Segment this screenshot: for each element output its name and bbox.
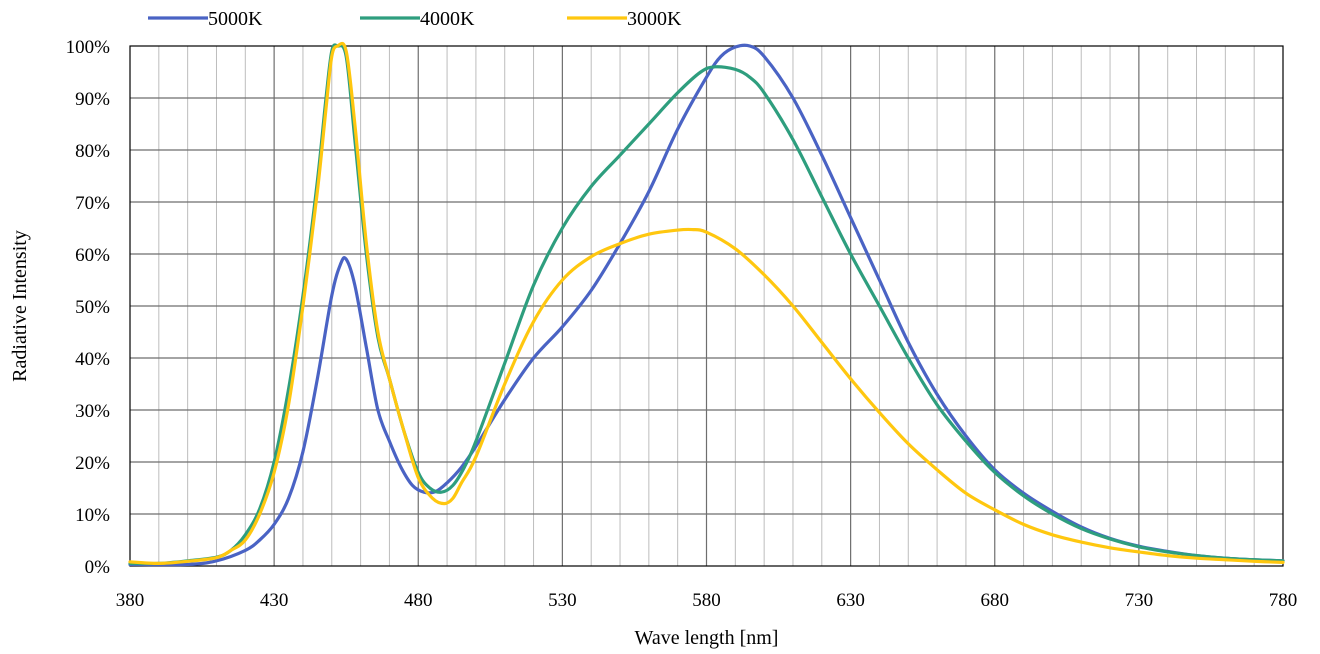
y-tick-label: 90%: [75, 89, 110, 110]
x-tick-label: 580: [692, 590, 721, 611]
y-tick-label: 80%: [75, 141, 110, 162]
x-tick-label: 480: [404, 590, 433, 611]
series-line-5000K: [128, 43, 1285, 567]
y-tick-label: 100%: [66, 37, 111, 58]
legend-label-4000K: 4000K: [420, 8, 475, 30]
x-tick-label: 680: [981, 590, 1010, 611]
legend: 5000K 4000K 3000K: [148, 8, 682, 30]
x-tick-label: 430: [260, 590, 289, 611]
y-axis-title: Radiative Intensity: [9, 230, 31, 382]
y-tick-label: 0%: [85, 557, 111, 578]
y-tick-label: 10%: [75, 505, 110, 526]
y-tick-labels: 0% 10% 20% 30% 40% 50% 60% 70% 80% 90% 100%: [66, 37, 111, 578]
y-tick-label: 30%: [75, 401, 110, 422]
y-tick-label: 50%: [75, 297, 110, 318]
legend-label-5000K: 5000K: [208, 8, 263, 30]
legend-label-3000K: 3000K: [627, 8, 682, 30]
y-tick-label: 70%: [75, 193, 110, 214]
x-tick-label: 530: [548, 590, 577, 611]
x-tick-label: 780: [1269, 590, 1298, 611]
series-line-3000K: [128, 41, 1285, 566]
x-tick-label: 630: [836, 590, 865, 611]
x-tick-labels: 380 430 480 530 580 630 680 730 780: [116, 590, 1298, 611]
y-tick-label: 20%: [75, 453, 110, 474]
y-tick-label: 40%: [75, 349, 110, 370]
x-tick-label: 380: [116, 590, 145, 611]
x-axis-title: Wave length [nm]: [635, 627, 779, 649]
x-tick-label: 730: [1125, 590, 1154, 611]
major-gridlines: [130, 46, 1283, 566]
plot-frame: [129, 45, 1284, 567]
series-layer: [128, 41, 1285, 567]
y-tick-label: 60%: [75, 245, 110, 266]
